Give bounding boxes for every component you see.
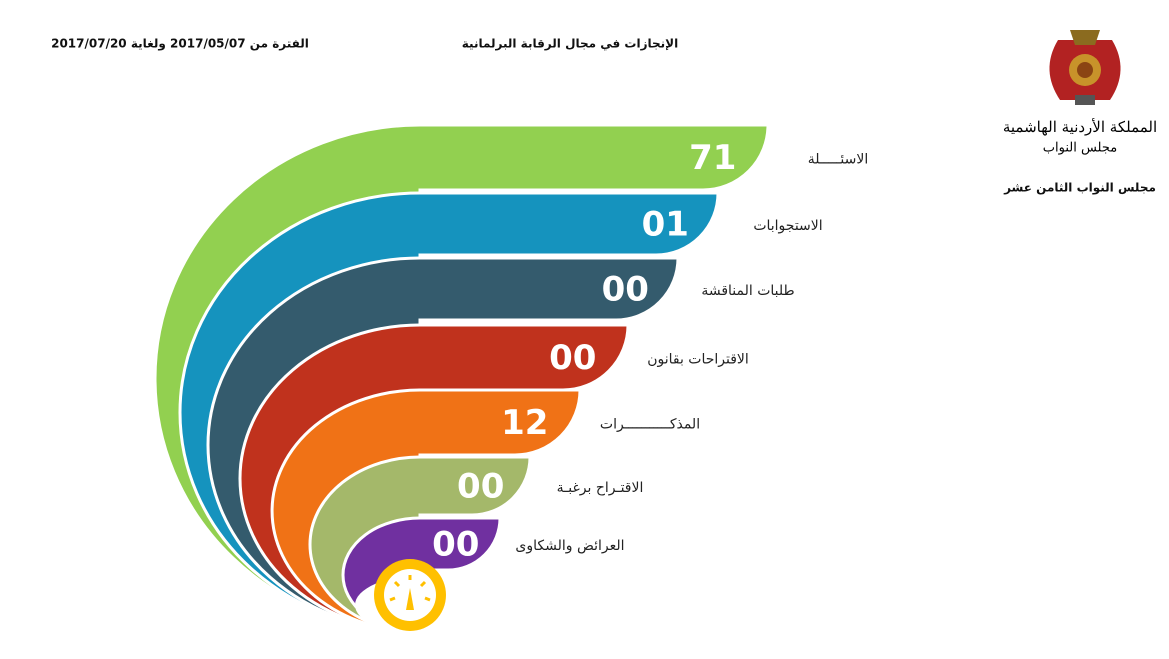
item-label: العرائض والشكاوى [515, 538, 624, 554]
item-label: الاسئـــــلة [808, 152, 868, 168]
item-value: 01 [642, 205, 689, 245]
council-caption: مجلس النواب الثامن عشر [1003, 181, 1156, 196]
item-label: طلبات المناقشة [701, 283, 794, 299]
item-label: المذكـــــــــــرات [600, 417, 700, 433]
item-value: 00 [432, 525, 479, 565]
gauge-ticks [389, 575, 431, 602]
item-label: الاستجوابات [753, 218, 822, 234]
title: الإنجازات في مجال الرقابة البرلمانية [462, 37, 678, 51]
item-value: 71 [689, 138, 736, 178]
item-value: 00 [549, 338, 596, 378]
item-value: 00 [457, 467, 504, 507]
kingdom-name: المملكة الأردنية الهاشمية [1003, 118, 1157, 136]
item-label: الاقتراحات بقانون [647, 352, 749, 368]
emblem [1049, 30, 1121, 105]
item-label: الاقتـراح برغبـة [557, 480, 644, 496]
period: الفترة من 2017/05/07 ولغاية 2017/07/20 [51, 37, 309, 52]
gauge-needle [406, 588, 414, 610]
item-value: 00 [602, 270, 649, 310]
council-name: مجلس النواب [1043, 141, 1117, 156]
item-value: 12 [501, 403, 548, 443]
bands: 71 الاسئـــــلة 01 الاستجوابات 00 طلبات المنا… [153, 123, 868, 635]
